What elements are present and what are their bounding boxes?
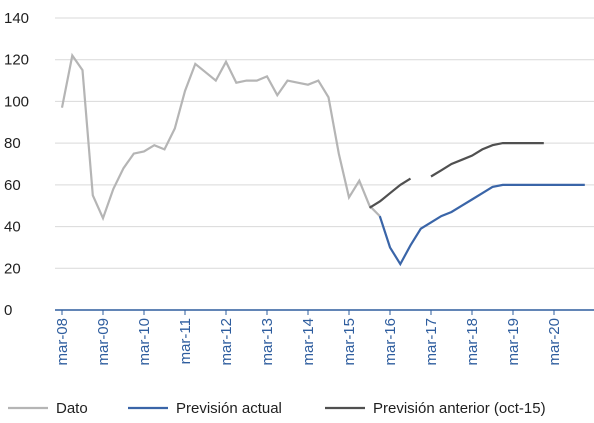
legend-label: Previsión anterior (oct-15): [373, 400, 546, 417]
y-tick-label: 40: [4, 219, 21, 236]
x-tick-label: mar-15: [341, 318, 358, 366]
y-tick-label: 0: [4, 302, 12, 319]
y-tick-label: 20: [4, 260, 21, 277]
x-tick-label: mar-19: [505, 318, 522, 366]
series-line: [60, 52, 381, 222]
x-tick-label: mar-20: [546, 318, 563, 366]
x-tick-label: mar-12: [218, 318, 235, 366]
x-tick-label: mar-17: [423, 318, 440, 366]
x-tick-label: mar-09: [95, 318, 112, 366]
x-tick-label: mar-14: [300, 318, 317, 366]
y-tick-label: 60: [4, 177, 21, 194]
x-tick-label: mar-08: [54, 318, 71, 366]
x-tick-label: mar-13: [259, 318, 276, 366]
series-line: [368, 177, 412, 209]
legend-label: Dato: [56, 400, 88, 417]
y-tick-label: 140: [4, 10, 29, 27]
series-line: [430, 142, 544, 178]
y-tick-label: 80: [4, 135, 21, 152]
y-tick-label: 120: [4, 52, 29, 69]
x-tick-label: mar-11: [177, 318, 194, 364]
x-tick-label: mar-16: [382, 318, 399, 366]
x-tick-label: mar-10: [136, 318, 153, 366]
x-tick-label: mar-18: [464, 318, 481, 366]
legend-label: Previsión actual: [176, 400, 282, 417]
series-line: [378, 183, 585, 267]
y-tick-label: 100: [4, 93, 29, 110]
